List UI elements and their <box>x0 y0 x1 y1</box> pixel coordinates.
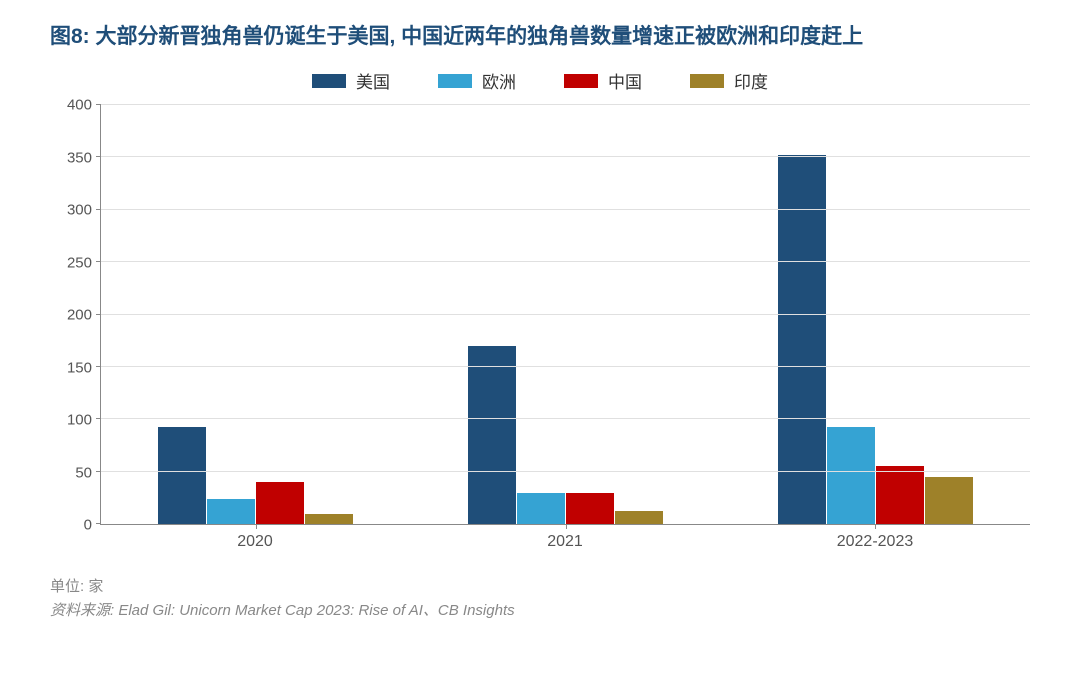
bar <box>615 511 663 524</box>
gridline <box>101 314 1030 315</box>
y-tick-label: 250 <box>50 254 92 271</box>
gridline <box>101 366 1030 367</box>
bar <box>876 466 924 524</box>
bar-groups <box>101 105 1030 524</box>
legend: 美国 欧洲 中国 印度 <box>30 68 1050 93</box>
bar-group <box>411 105 721 524</box>
legend-item: 中国 <box>564 68 642 93</box>
gridline <box>101 209 1030 210</box>
bar <box>566 493 614 524</box>
bar <box>925 477 973 524</box>
gridline <box>101 471 1030 472</box>
chart-plot-wrap: 050100150200250300350400 202020212022-20… <box>100 105 1030 545</box>
legend-swatch <box>438 74 472 88</box>
bar-group <box>720 105 1030 524</box>
legend-item: 欧洲 <box>438 68 516 93</box>
legend-item: 印度 <box>690 68 768 93</box>
y-tick-label: 150 <box>50 359 92 376</box>
legend-label: 中国 <box>608 68 642 93</box>
x-tick-mark <box>566 524 567 529</box>
x-axis-label: 2020 <box>100 533 410 551</box>
gridline <box>101 156 1030 157</box>
chart-container: 图8: 大部分新晋独角兽仍诞生于美国, 中国近两年的独角兽数量增速正被欧洲和印度… <box>0 0 1080 633</box>
y-tick-label: 100 <box>50 412 92 429</box>
x-tick-mark <box>256 524 257 529</box>
x-axis-label: 2021 <box>410 533 720 551</box>
plot-area <box>100 105 1030 525</box>
legend-label: 印度 <box>734 68 768 93</box>
bar <box>207 499 255 524</box>
bar <box>158 427 206 524</box>
y-tick-label: 350 <box>50 149 92 166</box>
source-label: 资料来源: Elad Gil: Unicorn Market Cap 2023:… <box>50 599 1050 623</box>
bar <box>827 427 875 524</box>
x-tick-mark <box>875 524 876 529</box>
bar <box>517 493 565 524</box>
legend-swatch <box>564 74 598 88</box>
chart-title: 图8: 大部分新晋独角兽仍诞生于美国, 中国近两年的独角兽数量增速正被欧洲和印度… <box>30 20 1050 50</box>
gridline <box>101 261 1030 262</box>
gridline <box>101 104 1030 105</box>
bar <box>778 155 826 524</box>
y-tick-label: 0 <box>50 517 92 534</box>
bar <box>468 346 516 524</box>
legend-swatch <box>690 74 724 88</box>
x-axis-label: 2022-2023 <box>720 533 1030 551</box>
legend-swatch <box>312 74 346 88</box>
legend-item: 美国 <box>312 68 390 93</box>
bar <box>305 514 353 524</box>
y-tick-label: 50 <box>50 464 92 481</box>
y-tick-label: 200 <box>50 307 92 324</box>
legend-label: 美国 <box>356 68 390 93</box>
y-tick-mark <box>96 523 101 524</box>
bar <box>256 482 304 524</box>
bar-group <box>101 105 411 524</box>
chart-footer: 单位: 家 资料来源: Elad Gil: Unicorn Market Cap… <box>30 575 1050 623</box>
x-axis-labels: 202020212022-2023 <box>100 533 1030 551</box>
gridline <box>101 418 1030 419</box>
y-tick-label: 400 <box>50 97 92 114</box>
legend-label: 欧洲 <box>482 68 516 93</box>
y-axis: 050100150200250300350400 <box>50 105 100 525</box>
y-tick-label: 300 <box>50 202 92 219</box>
unit-label: 单位: 家 <box>50 575 1050 599</box>
